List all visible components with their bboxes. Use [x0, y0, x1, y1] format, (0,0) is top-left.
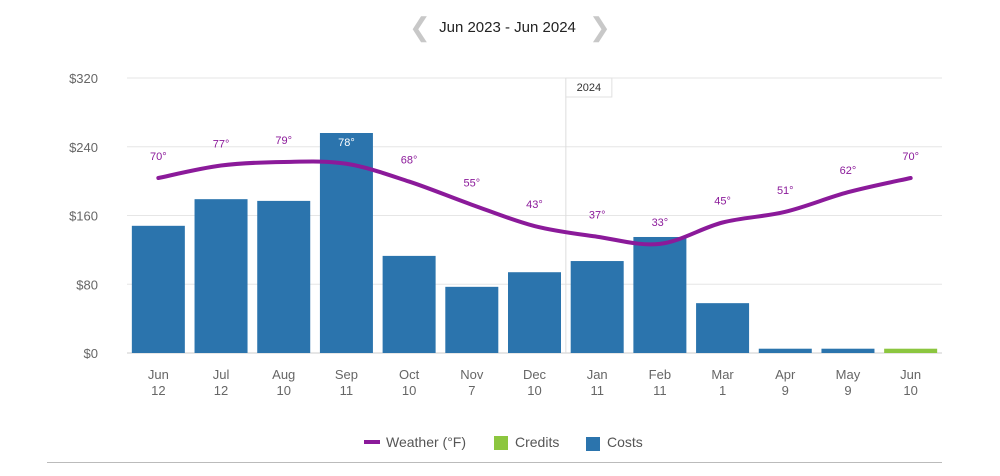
chevron-left-icon[interactable]: ❮ [409, 12, 431, 42]
legend-weather-swatch [364, 440, 380, 444]
x-tick-sublabel: 10 [903, 383, 917, 398]
weather-data-label: 62° [840, 165, 857, 177]
legend-costs-swatch [586, 437, 600, 451]
x-tick-sublabel: 9 [782, 383, 789, 398]
x-tick-label: May [836, 367, 861, 382]
bar-costs [570, 261, 624, 353]
year-label-box [565, 77, 613, 98]
legend-weather-label: Weather (°F) [386, 434, 466, 450]
weather-data-label: 68° [401, 155, 418, 167]
weather-data-label: 45° [714, 196, 731, 208]
weather-data-label: 51° [777, 185, 794, 197]
weather-data-label: 70° [150, 151, 167, 163]
weather-line [156, 159, 913, 247]
bar-costs [382, 255, 436, 353]
x-tick-label: Jan [587, 367, 608, 382]
x-tick-label: Dec [523, 367, 547, 382]
x-tick-label: Sep [335, 367, 358, 382]
x-tick-label: Aug [272, 367, 295, 382]
weather-data-label: 43° [526, 199, 543, 211]
bar-costs [257, 200, 311, 353]
bar-credits [884, 348, 938, 353]
bar-costs [445, 286, 499, 353]
y-tick-label: $160 [69, 209, 98, 224]
x-tick-label: Jul [213, 367, 230, 382]
divider [47, 462, 942, 463]
x-tick-label: Mar [711, 367, 734, 382]
y-tick-label: $0 [84, 346, 98, 361]
legend-costs-label: Costs [607, 434, 643, 450]
bar-costs [696, 303, 750, 353]
weather-data-label: 79° [275, 135, 292, 147]
weather-data-label: 77° [213, 139, 230, 151]
bar-costs [508, 272, 561, 353]
x-tick-sublabel: 1 [719, 383, 726, 398]
x-tick-sublabel: 12 [151, 383, 165, 398]
bar-costs [131, 225, 185, 353]
x-tick-label: Oct [399, 367, 420, 382]
date-range-label: Jun 2023 - Jun 2024 [439, 19, 576, 36]
x-tick-label: Feb [649, 367, 671, 382]
y-tick-label: $80 [76, 277, 98, 292]
x-tick-label: Jun [900, 367, 921, 382]
y-tick-label: $240 [69, 140, 98, 155]
x-tick-sublabel: 11 [653, 383, 667, 398]
x-tick-sublabel: 9 [844, 383, 851, 398]
y-tick-label: $320 [69, 71, 98, 86]
x-tick-label: Jun [148, 367, 169, 382]
legend-credits-swatch [494, 436, 508, 450]
x-tick-label: Nov [460, 367, 484, 382]
weather-data-label: 37° [589, 210, 606, 222]
weather-data-label: 55° [463, 178, 480, 190]
legend-credits-label: Credits [515, 434, 559, 450]
bar-costs [194, 199, 248, 353]
weather-data-label: 78° [338, 137, 355, 149]
bar-costs [821, 348, 875, 353]
bar-costs [758, 348, 812, 353]
weather-data-label: 70° [902, 151, 919, 163]
x-tick-sublabel: 10 [402, 383, 416, 398]
x-tick-sublabel: 11 [340, 383, 354, 398]
x-tick-sublabel: 12 [214, 383, 228, 398]
chevron-right-icon[interactable]: ❯ [589, 12, 611, 42]
weather-data-label: 33° [652, 217, 669, 229]
year-label: 2024 [577, 82, 601, 94]
x-tick-sublabel: 10 [527, 383, 541, 398]
x-tick-sublabel: 7 [468, 383, 475, 398]
x-tick-label: Apr [775, 367, 796, 382]
x-tick-sublabel: 11 [590, 383, 604, 398]
x-tick-sublabel: 10 [276, 383, 290, 398]
bar-costs [633, 236, 687, 353]
